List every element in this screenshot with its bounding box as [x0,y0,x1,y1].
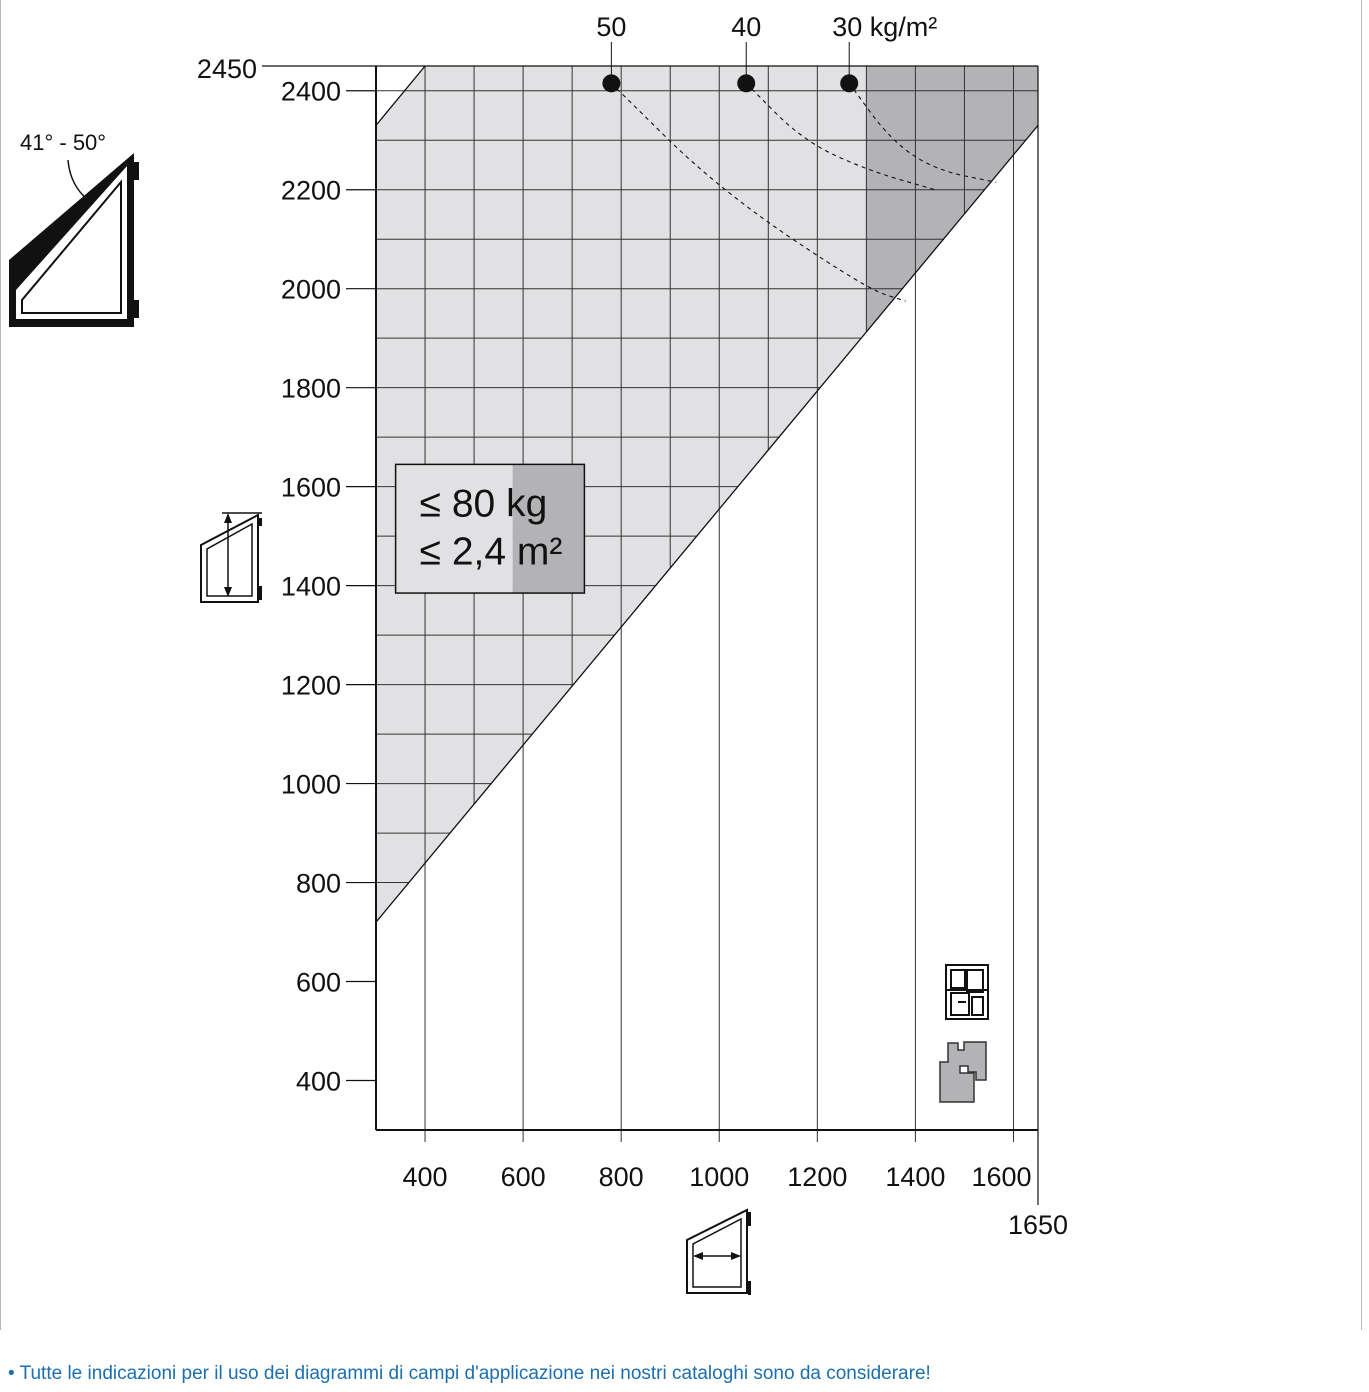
weight-curve-layer [602,42,997,302]
chart-label-layer: 50 40 30 kg/m² 400 600 800 1000 1200 1400 1600 180… [197,12,1068,1240]
limits-box: ≤ 80 kg ≤ 2,4 m² [394,463,586,594]
sash-width-icon [686,1208,751,1295]
sash-angle-icon: 41° - 50° [9,130,139,327]
chart-axis-layer [262,65,1039,1205]
weight-marker-30 [840,74,859,93]
x-tick-label: 1200 [787,1162,847,1192]
weight-label-30: 30 kg/m² [832,12,937,42]
page-frame-right [1361,0,1362,1330]
limits-box-frame [394,463,586,594]
angle-range-label: 41° - 50° [20,130,106,155]
range-corner-cut [375,65,426,126]
sash-height-icon [200,512,262,603]
y-tick-label: 800 [296,869,341,899]
weight-marker-50 [602,74,621,93]
y-tick-label: 1800 [281,374,341,404]
x-tick-label: 400 [403,1162,448,1192]
x-tick-label: 1400 [885,1162,945,1192]
y-max-label: 2450 [197,54,257,84]
y-tick-label: 2200 [281,176,341,206]
y-tick-label: 2000 [281,275,341,305]
y-tick-label: 1200 [281,671,341,701]
x-max-label: 1650 [1008,1210,1068,1240]
limits-area-label: ≤ 2,4 m² [420,530,563,573]
y-tick-label: 1000 [281,770,341,800]
y-tick-label: 2400 [281,77,341,107]
x-tick-label: 600 [501,1162,546,1192]
x-tick-label: 800 [599,1162,644,1192]
weight-label-40: 40 [731,12,761,42]
pvc-profile-icon [945,964,989,1020]
page-frame-left [0,0,1,1330]
x-tick-label: 1000 [689,1162,749,1192]
wood-profile-icon [939,1041,987,1103]
limits-box-light [395,464,513,594]
y-tick-label: 600 [296,968,341,998]
x-tick-label: 1600 [971,1162,1031,1192]
limits-box-dark [512,464,585,594]
chart-fill-layer [376,66,1038,923]
weight-label-50: 50 [596,12,626,42]
y-tick-label: 1400 [281,572,341,602]
weight-marker-40 [737,74,756,93]
weight-curve-30 [848,82,997,183]
range-diagonal [375,124,1039,923]
y-tick-label: 1600 [281,473,341,503]
y-tick-label: 400 [296,1067,341,1097]
limits-weight-label: ≤ 80 kg [420,482,548,525]
heavy-region [866,66,1038,332]
usage-footnote: • Tutte le indicazioni per il uso dei di… [8,1363,931,1384]
